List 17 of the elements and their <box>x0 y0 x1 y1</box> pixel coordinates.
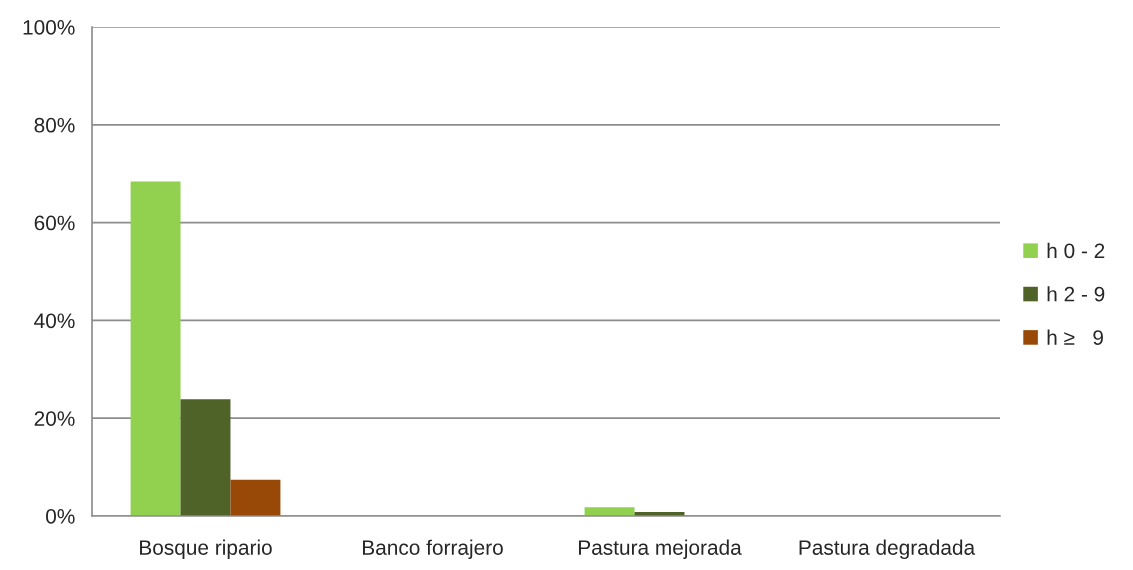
y-tick-label: 100% <box>23 20 75 35</box>
y-tick-label: 80% <box>34 117 75 133</box>
x-tick-label: Bosque ripario <box>140 539 272 560</box>
bar <box>180 399 231 516</box>
y-tick-label: 0% <box>46 509 75 524</box>
bar <box>230 479 281 516</box>
x-tick-label: Pastura degradada <box>799 539 976 560</box>
legend-label: h 2 - 9 <box>1047 286 1105 302</box>
x-tick-label: Banco forrajero <box>363 539 503 560</box>
legend-label: h ≥ 9 <box>1047 329 1103 345</box>
y-tick-label: 60% <box>34 215 75 231</box>
bar <box>584 507 635 516</box>
x-tick-label: Pastura mejorada <box>579 539 742 560</box>
y-tick-label: 20% <box>34 411 75 426</box>
y-tick-label: 40% <box>34 313 75 329</box>
bar <box>130 181 181 516</box>
legend-label: h 0 - 2 <box>1047 242 1105 259</box>
